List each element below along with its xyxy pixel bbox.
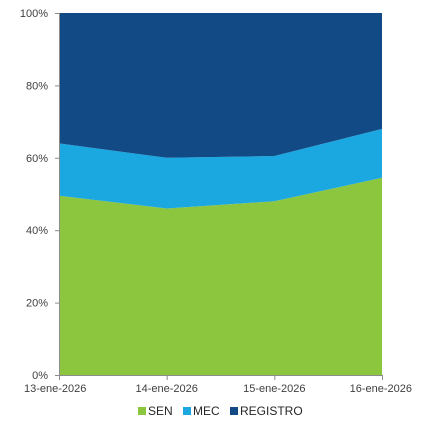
area-series-sen [59, 177, 382, 375]
area-series-group [59, 13, 382, 375]
legend: SEN MEC REGISTRO [138, 404, 303, 418]
area-series-registro [59, 13, 382, 158]
y-tick-label: 40% [26, 225, 48, 237]
legend-swatch-registro [230, 407, 238, 415]
axes-group: 0% 20% 40% 60% 80% 100% 13-ene-2026 14-ene-2026… [20, 8, 412, 395]
legend-label-sen: SEN [148, 404, 173, 418]
legend-label-mec: MEC [193, 404, 220, 418]
x-tick-label: 16-ene-2026 [350, 383, 412, 395]
y-tick-label: 100% [20, 8, 48, 20]
y-tick-label: 20% [26, 298, 48, 310]
y-tick-label: 60% [26, 153, 48, 165]
x-tick-label: 13-ene-2026 [24, 383, 86, 395]
x-tick-label: 14-ene-2026 [135, 383, 197, 395]
y-tick-label: 80% [26, 80, 48, 92]
area-series-mec [59, 128, 382, 209]
legend-label-registro: REGISTRO [240, 404, 303, 418]
y-tick-label: 0% [32, 370, 48, 382]
legend-swatch-sen [138, 407, 146, 415]
legend-swatch-mec [183, 407, 191, 415]
x-tick-label: 15-ene-2026 [243, 383, 305, 395]
